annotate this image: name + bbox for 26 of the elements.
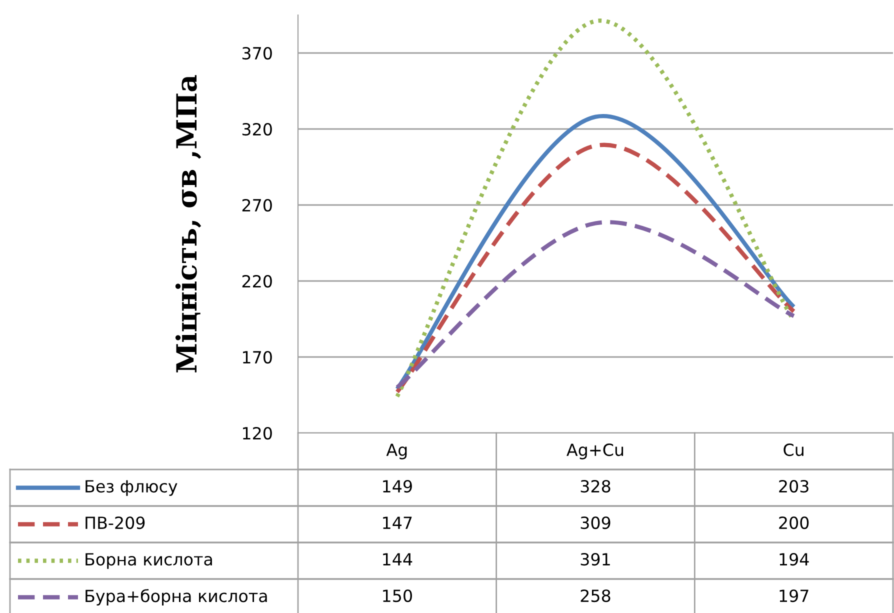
y-tick-label: 120 <box>243 426 272 440</box>
y-tick-label: 270 <box>242 198 272 212</box>
data-label: 147 <box>383 516 412 529</box>
legend-label: Бура+борна кислота <box>86 589 267 606</box>
y-tick-label: 320 <box>242 122 272 136</box>
legend-label: Без флюсу <box>86 480 178 496</box>
data-label: 194 <box>780 552 809 566</box>
data-label: 150 <box>383 589 412 602</box>
data-label: 328 <box>580 480 610 493</box>
data-label: 258 <box>580 589 610 602</box>
y-tick-label: 220 <box>242 274 272 288</box>
data-label: 149 <box>383 480 412 493</box>
x-tick-label: Ag+Cu <box>566 443 624 460</box>
data-label: 197 <box>780 589 808 602</box>
data-label: 200 <box>779 516 809 530</box>
data-label: 391 <box>580 552 610 566</box>
x-tick-label: Cu <box>784 443 804 456</box>
data-label: 203 <box>779 480 808 493</box>
legend-label: ПВ-209 <box>86 516 145 530</box>
data-label: 144 <box>383 553 412 566</box>
y-tick-label: 370 <box>242 46 272 60</box>
y-axis-title: Міцність, σв ,МПа <box>175 75 202 372</box>
data-label: 309 <box>580 516 610 530</box>
y-tick-label: 170 <box>243 350 272 364</box>
x-tick-label: Ag <box>386 444 407 460</box>
legend-label: Борна кислота <box>86 553 212 569</box>
